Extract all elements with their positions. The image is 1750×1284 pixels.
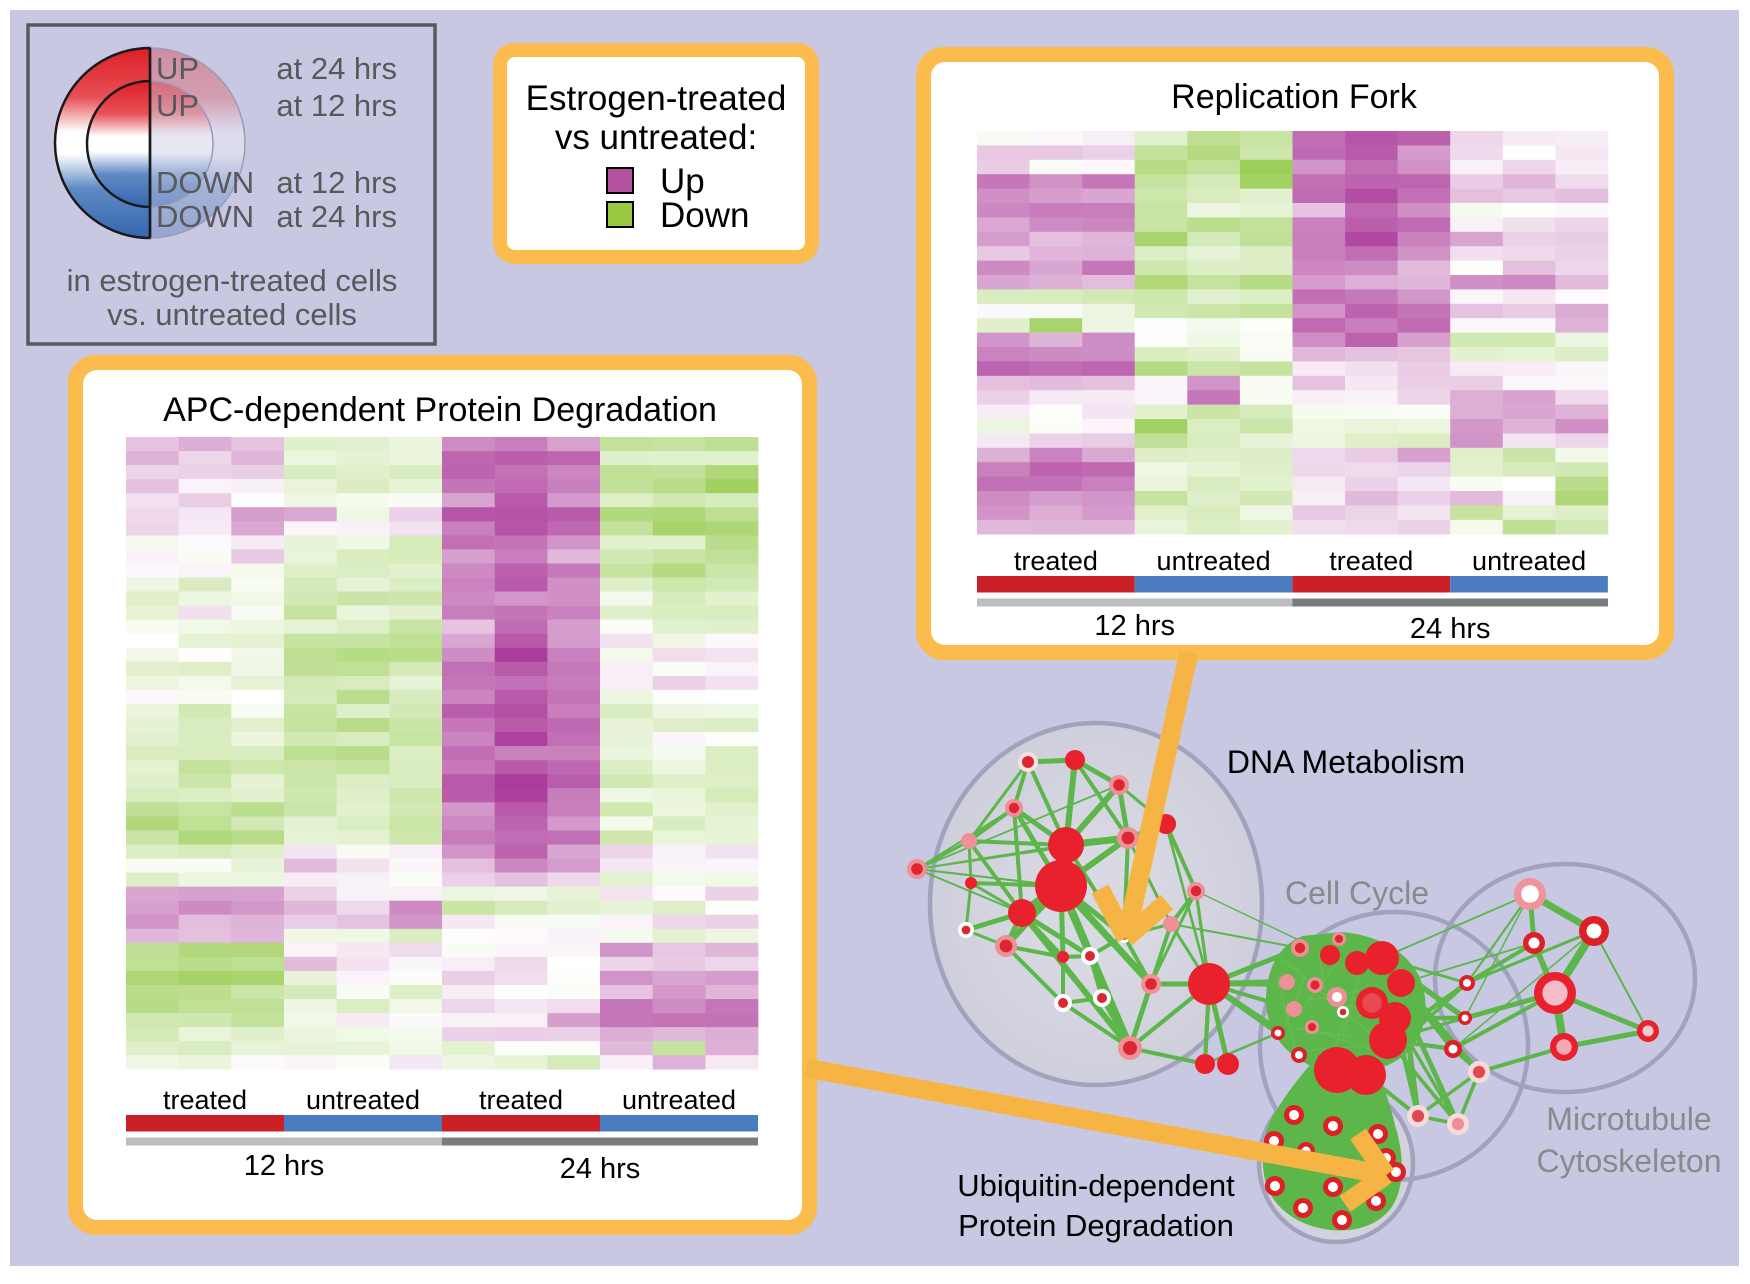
svg-text:vs untreated:: vs untreated: [555,118,757,157]
svg-text:Microtubule: Microtubule [1546,1101,1711,1137]
svg-text:treated: treated [1329,546,1413,576]
svg-text:treated: treated [1014,546,1098,576]
svg-text:treated: treated [163,1085,247,1115]
svg-text:DOWN: DOWN [156,165,254,200]
svg-text:untreated: untreated [1472,546,1586,576]
svg-text:in estrogen-treated cells: in estrogen-treated cells [67,263,398,298]
svg-text:Estrogen-treated: Estrogen-treated [526,79,787,118]
svg-text:Ubiquitin-dependent: Ubiquitin-dependent [957,1168,1235,1203]
svg-text:vs. untreated cells: vs. untreated cells [107,297,357,332]
svg-text:Down: Down [660,196,749,235]
svg-text:at 12 hrs: at 12 hrs [276,88,397,123]
svg-text:untreated: untreated [306,1085,420,1115]
svg-text:Replication Fork: Replication Fork [1171,78,1418,116]
svg-text:untreated: untreated [622,1085,736,1115]
svg-text:DNA Metabolism: DNA Metabolism [1227,744,1465,780]
svg-text:Up: Up [660,162,705,201]
svg-text:UP: UP [156,88,199,123]
svg-text:Cytoskeleton: Cytoskeleton [1537,1143,1722,1179]
svg-text:24 hrs: 24 hrs [560,1153,641,1185]
svg-text:Protein Degradation: Protein Degradation [958,1208,1234,1243]
svg-text:12 hrs: 12 hrs [244,1150,325,1182]
svg-text:DOWN: DOWN [156,199,254,234]
svg-text:at 24 hrs: at 24 hrs [276,51,397,86]
svg-text:24 hrs: 24 hrs [1410,613,1491,645]
svg-text:untreated: untreated [1157,546,1271,576]
svg-text:Cell Cycle: Cell Cycle [1285,875,1429,911]
svg-text:UP: UP [156,51,199,86]
svg-text:at 12 hrs: at 12 hrs [276,165,397,200]
svg-text:at 24 hrs: at 24 hrs [276,199,397,234]
svg-text:12 hrs: 12 hrs [1094,610,1175,642]
svg-text:treated: treated [479,1085,563,1115]
svg-text:APC-dependent Protein Degradat: APC-dependent Protein Degradation [163,391,717,429]
